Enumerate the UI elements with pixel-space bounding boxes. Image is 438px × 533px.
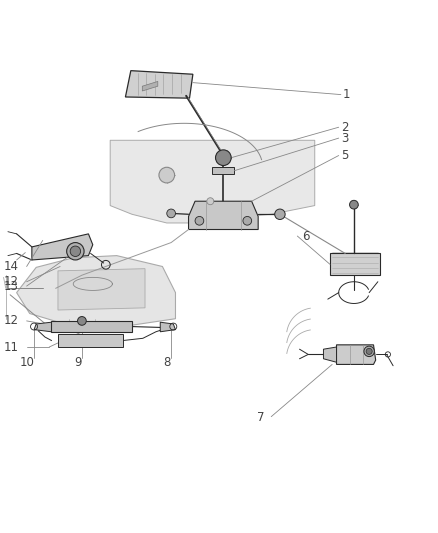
- Polygon shape: [34, 322, 51, 332]
- Text: 10: 10: [20, 356, 35, 369]
- Polygon shape: [17, 256, 176, 327]
- Polygon shape: [142, 82, 158, 91]
- Polygon shape: [160, 322, 176, 332]
- Circle shape: [67, 243, 84, 260]
- Circle shape: [207, 198, 214, 205]
- Text: 8: 8: [163, 356, 170, 369]
- Text: 11: 11: [4, 341, 18, 353]
- Circle shape: [70, 246, 81, 256]
- Polygon shape: [323, 347, 336, 362]
- Polygon shape: [336, 345, 376, 365]
- Polygon shape: [125, 71, 193, 98]
- Circle shape: [364, 346, 374, 357]
- Circle shape: [159, 167, 175, 183]
- Text: 6: 6: [302, 230, 309, 244]
- Polygon shape: [32, 234, 93, 260]
- Polygon shape: [188, 201, 258, 230]
- Text: 2: 2: [341, 121, 348, 134]
- Polygon shape: [110, 140, 315, 223]
- Text: 9: 9: [74, 356, 81, 369]
- Text: 1: 1: [343, 88, 350, 101]
- Polygon shape: [330, 254, 380, 275]
- Text: 7: 7: [257, 411, 265, 424]
- Circle shape: [78, 317, 86, 325]
- Text: 3: 3: [341, 132, 348, 144]
- Text: 5: 5: [341, 149, 348, 162]
- Text: 13: 13: [4, 280, 18, 293]
- Polygon shape: [212, 167, 234, 174]
- Polygon shape: [58, 269, 145, 310]
- Circle shape: [366, 349, 372, 354]
- Polygon shape: [58, 334, 123, 347]
- Circle shape: [215, 150, 231, 166]
- Text: 14: 14: [4, 260, 18, 273]
- Text: 12: 12: [4, 314, 18, 327]
- Text: 12: 12: [4, 275, 18, 288]
- Circle shape: [195, 216, 204, 225]
- Circle shape: [275, 209, 285, 220]
- Circle shape: [350, 200, 358, 209]
- Circle shape: [243, 216, 252, 225]
- Polygon shape: [51, 321, 132, 332]
- Circle shape: [167, 209, 176, 218]
